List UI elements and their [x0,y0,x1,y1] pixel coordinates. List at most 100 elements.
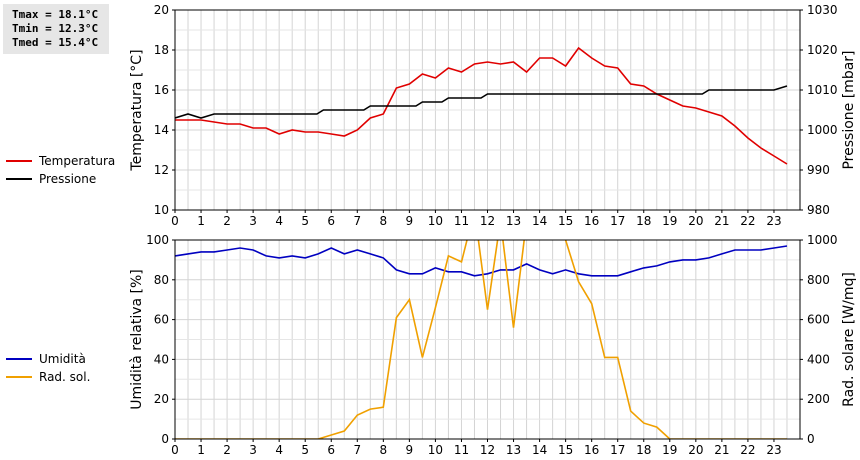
y2-tick-label: 600 [807,313,830,327]
x-tick-label: 8 [380,214,388,228]
x-tick-label: 3 [249,443,257,457]
x-tick-label: 9 [406,443,414,457]
stat-tmin: Tmin = 12.3°C [12,22,99,35]
legend-swatch-umidita [6,358,32,360]
y-tick-label: 20 [154,392,169,406]
legend-swatch-temperatura [6,160,32,162]
x-tick-label: 5 [301,214,309,228]
legend-item-temperatura: Temperatura [6,152,115,170]
x-tick-label: 2 [223,214,231,228]
x-tick-label: 17 [610,443,625,457]
x-tick-label: 19 [662,214,677,228]
x-tick-label: 9 [406,214,414,228]
x-tick-label: 10 [428,214,443,228]
x-tick-label: 2 [223,443,231,457]
x-tick-label: 18 [636,214,651,228]
series-line-pressione [175,85,788,119]
x-tick-label: 20 [688,443,703,457]
x-tick-label: 5 [301,443,309,457]
x-tick-label: 16 [584,214,599,228]
x-tick-label: 12 [480,443,495,457]
x-tick-label: 19 [662,443,677,457]
y2-tick-label: 200 [807,392,830,406]
stat-tmax: Tmax = 18.1°C [12,8,99,21]
x-tick-label: 11 [454,214,469,228]
y2-axis-label: Pressione [mbar] [841,50,857,169]
x-tick-label: 0 [171,214,179,228]
x-tick-label: 22 [740,443,755,457]
y-tick-label: 10 [154,203,169,217]
x-tick-label: 15 [558,214,573,228]
x-tick-label: 6 [327,214,335,228]
x-tick-label: 0 [171,443,179,457]
y2-tick-label: 0 [807,432,815,446]
series-group-top [175,46,788,165]
y-axis-label: Temperatura [°C] [129,49,145,171]
y-tick-label: 60 [154,313,169,327]
y2-tick-label: 1000 [807,123,838,137]
y2-tick-label: 1010 [807,83,838,97]
x-tick-label: 3 [249,214,257,228]
x-tick-label: 13 [506,214,521,228]
legend-label-pressione: Pressione [39,172,97,186]
y-tick-label: 100 [146,233,169,247]
x-tick-label: 15 [558,443,573,457]
y2-axis-label: Rad. solare [W/mq] [841,272,857,407]
legend-label-temperatura: Temperatura [39,154,116,168]
x-tick-label: 4 [275,443,283,457]
y2-tick-label: 400 [807,352,830,366]
x-tick-label: 7 [353,443,361,457]
y-tick-label: 0 [161,432,169,446]
legend-top: Temperatura Pressione [6,152,115,188]
legend-item-umidita: Umidità [6,350,90,368]
series-line-rad-sol- [175,240,787,439]
x-tick-label: 23 [766,443,781,457]
x-tick-label: 23 [766,214,781,228]
x-tick-label: 11 [454,443,469,457]
x-tick-label: 18 [636,443,651,457]
stat-tmed: Tmed = 15.4°C [12,36,99,49]
y-tick-label: 16 [154,83,169,97]
legend-swatch-pressione [6,178,32,180]
x-tick-label: 8 [380,443,388,457]
y-axis-label: Umidità relativa [%] [129,269,145,410]
x-tick-label: 10 [428,443,443,457]
legend-label-rad-sol: Rad. sol. [39,370,91,384]
y-tick-label: 40 [154,352,169,366]
legend-label-umidita: Umidità [39,352,86,366]
legend-item-pressione: Pressione [6,170,115,188]
y-tick-label: 18 [154,43,169,57]
x-tick-label: 6 [327,443,335,457]
y2-tick-label: 1030 [807,3,838,17]
series-line-umidit- [175,245,788,277]
stats-box: Tmax = 18.1°C Tmin = 12.3°C Tmed = 15.4°… [3,4,109,54]
x-tick-label: 21 [714,443,729,457]
series-group-bottom [175,240,788,439]
x-tick-label: 12 [480,214,495,228]
legend-bottom: Umidità Rad. sol. [6,350,90,386]
series-line-temperatura [175,46,788,165]
chart-top: 0 1 2 3 4 5 6 7 8 9 10 11 12 13 14 15 16 17 18 19 20 21 22 2310… [129,3,857,228]
y2-tick-label: 1000 [807,233,838,247]
y-tick-label: 14 [154,123,169,137]
legend-swatch-rad-sol [6,376,32,378]
x-tick-label: 14 [532,214,547,228]
chart-bottom: 0 1 2 3 4 5 6 7 8 9 10 11 12 13 14 15 16 17 18 19 20 21 22 2302… [129,233,857,457]
x-tick-label: 4 [275,214,283,228]
legend-item-rad-sol: Rad. sol. [6,368,90,386]
y2-tick-label: 1020 [807,43,838,57]
x-tick-label: 1 [197,443,205,457]
x-tick-label: 7 [353,214,361,228]
x-tick-label: 22 [740,214,755,228]
x-tick-label: 17 [610,214,625,228]
x-tick-label: 16 [584,443,599,457]
y2-tick-label: 980 [807,203,830,217]
x-tick-label: 1 [197,214,205,228]
x-tick-label: 14 [532,443,547,457]
y-tick-label: 80 [154,273,169,287]
y2-tick-label: 800 [807,273,830,287]
x-tick-label: 21 [714,214,729,228]
x-tick-label: 13 [506,443,521,457]
x-tick-label: 20 [688,214,703,228]
